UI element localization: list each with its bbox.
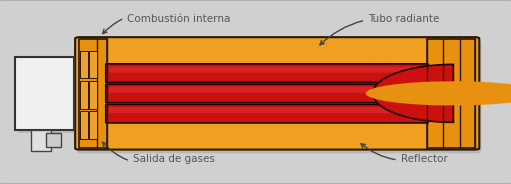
Bar	[89, 111, 97, 139]
Bar	[18, 60, 77, 133]
Bar	[79, 39, 107, 148]
FancyBboxPatch shape	[106, 84, 428, 103]
Text: Combustión interna: Combustión interna	[103, 14, 230, 34]
Text: Salida de gases: Salida de gases	[103, 142, 215, 164]
FancyBboxPatch shape	[106, 64, 428, 82]
FancyBboxPatch shape	[77, 41, 481, 153]
Text: Reflector: Reflector	[361, 144, 448, 164]
Bar	[89, 81, 97, 109]
Polygon shape	[373, 64, 453, 122]
FancyBboxPatch shape	[109, 107, 425, 113]
FancyBboxPatch shape	[75, 37, 479, 150]
Bar	[80, 111, 88, 139]
Bar	[80, 51, 88, 78]
Ellipse shape	[366, 81, 511, 106]
FancyBboxPatch shape	[109, 87, 425, 93]
FancyBboxPatch shape	[106, 104, 428, 123]
Bar	[46, 133, 61, 147]
Bar	[89, 51, 97, 78]
Bar	[31, 130, 51, 151]
Text: Tubo radiante: Tubo radiante	[320, 14, 439, 45]
Bar	[15, 57, 74, 130]
Bar	[80, 81, 88, 109]
Bar	[427, 39, 475, 148]
FancyBboxPatch shape	[109, 67, 425, 73]
